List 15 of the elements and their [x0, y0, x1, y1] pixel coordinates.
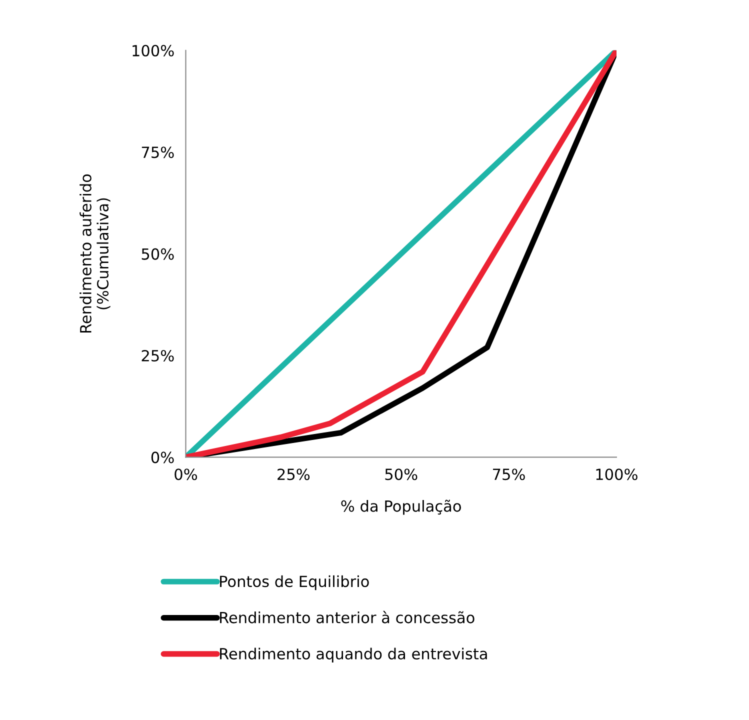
- y-tick-label: 100%: [132, 44, 174, 56]
- legend-label: Rendimento anterior à concessão: [220, 610, 474, 624]
- x-axis-title: % da População: [341, 500, 461, 515]
- y-axis-title: Rendimento auferido (%Cumulativa): [80, 174, 110, 333]
- y-tick-label: 0%: [151, 452, 174, 464]
- y-tick-label: 50%: [142, 248, 174, 260]
- x-tick-label: 25%: [278, 468, 310, 480]
- x-tick-label: 75%: [493, 468, 525, 480]
- legend-label: Pontos de Equilibrio: [220, 575, 369, 590]
- legend-label: Rendimento aquando da entrevista: [220, 648, 487, 662]
- y-tick-label: 75%: [142, 146, 174, 158]
- y-tick-label: 25%: [142, 350, 174, 362]
- x-tick-label: 100%: [596, 468, 638, 480]
- x-tick-label: 50%: [385, 468, 418, 480]
- x-tick-label: 0%: [174, 468, 198, 480]
